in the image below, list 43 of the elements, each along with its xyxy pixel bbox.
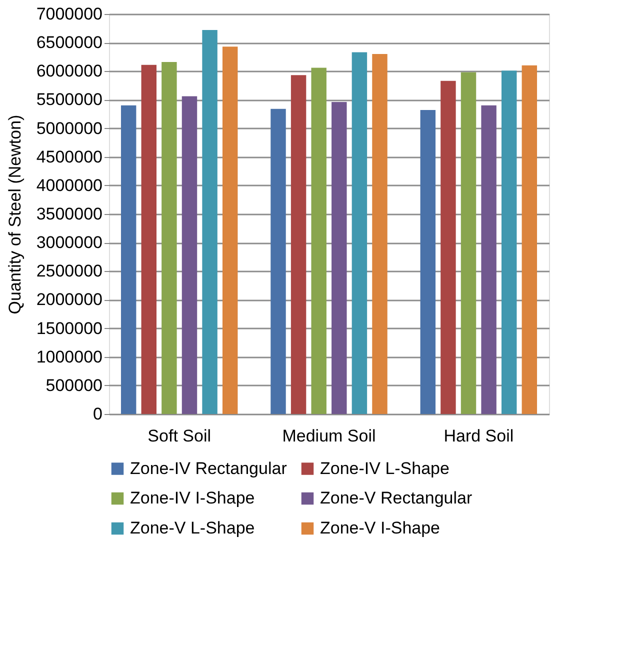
bar — [290, 75, 306, 414]
y-tick-label: 2000000 — [36, 290, 102, 310]
y-tick-label: 1500000 — [36, 318, 102, 338]
bar — [120, 105, 136, 414]
y-tick-label: 5000000 — [36, 118, 102, 138]
y-tick-label: 2500000 — [36, 262, 102, 281]
legend-label: Zone-IV Rectangular — [130, 458, 288, 478]
legend-label: Zone-V I-Shape — [320, 518, 440, 538]
bar — [162, 62, 177, 414]
legend-label: Zone-V Rectangular — [320, 488, 472, 508]
y-tick-label: 5500000 — [36, 90, 102, 110]
bar — [222, 46, 238, 414]
y-tick-label: 7000000 — [36, 4, 102, 24]
bar — [311, 68, 326, 414]
x-tick-label: Soft Soil — [148, 426, 211, 446]
legend-label: Zone-IV I-Shape — [130, 488, 255, 508]
bar — [332, 102, 347, 414]
bar — [352, 52, 368, 414]
x-tick-label: Hard Soil — [444, 426, 514, 446]
y-tick-label: 0 — [93, 404, 102, 424]
y-tick-label: 6500000 — [36, 33, 102, 52]
y-tick-label: 4500000 — [36, 147, 102, 166]
y-tick-label: 1000000 — [36, 347, 102, 366]
bar — [420, 110, 436, 414]
y-tick-label: 3500000 — [36, 204, 102, 224]
bar — [270, 108, 286, 414]
y-tick-label: 4000000 — [36, 176, 102, 195]
bar — [182, 96, 198, 414]
bar — [522, 65, 538, 414]
bar — [141, 64, 156, 414]
bar — [502, 70, 517, 414]
bar — [202, 30, 218, 414]
y-axis-title: Quantity of Steel (Newton) — [5, 114, 24, 314]
legend-label: Zone-V L-Shape — [130, 518, 255, 538]
y-tick-label: 3000000 — [36, 233, 102, 252]
bar — [460, 72, 476, 414]
bar — [372, 54, 388, 414]
y-tick-label: 6000000 — [36, 62, 102, 81]
y-tick-label: 500000 — [46, 376, 102, 395]
bar — [481, 105, 496, 414]
x-tick-label: Medium Soil — [282, 426, 376, 446]
bar — [440, 80, 456, 414]
legend-label: Zone-IV L-Shape — [320, 458, 450, 478]
